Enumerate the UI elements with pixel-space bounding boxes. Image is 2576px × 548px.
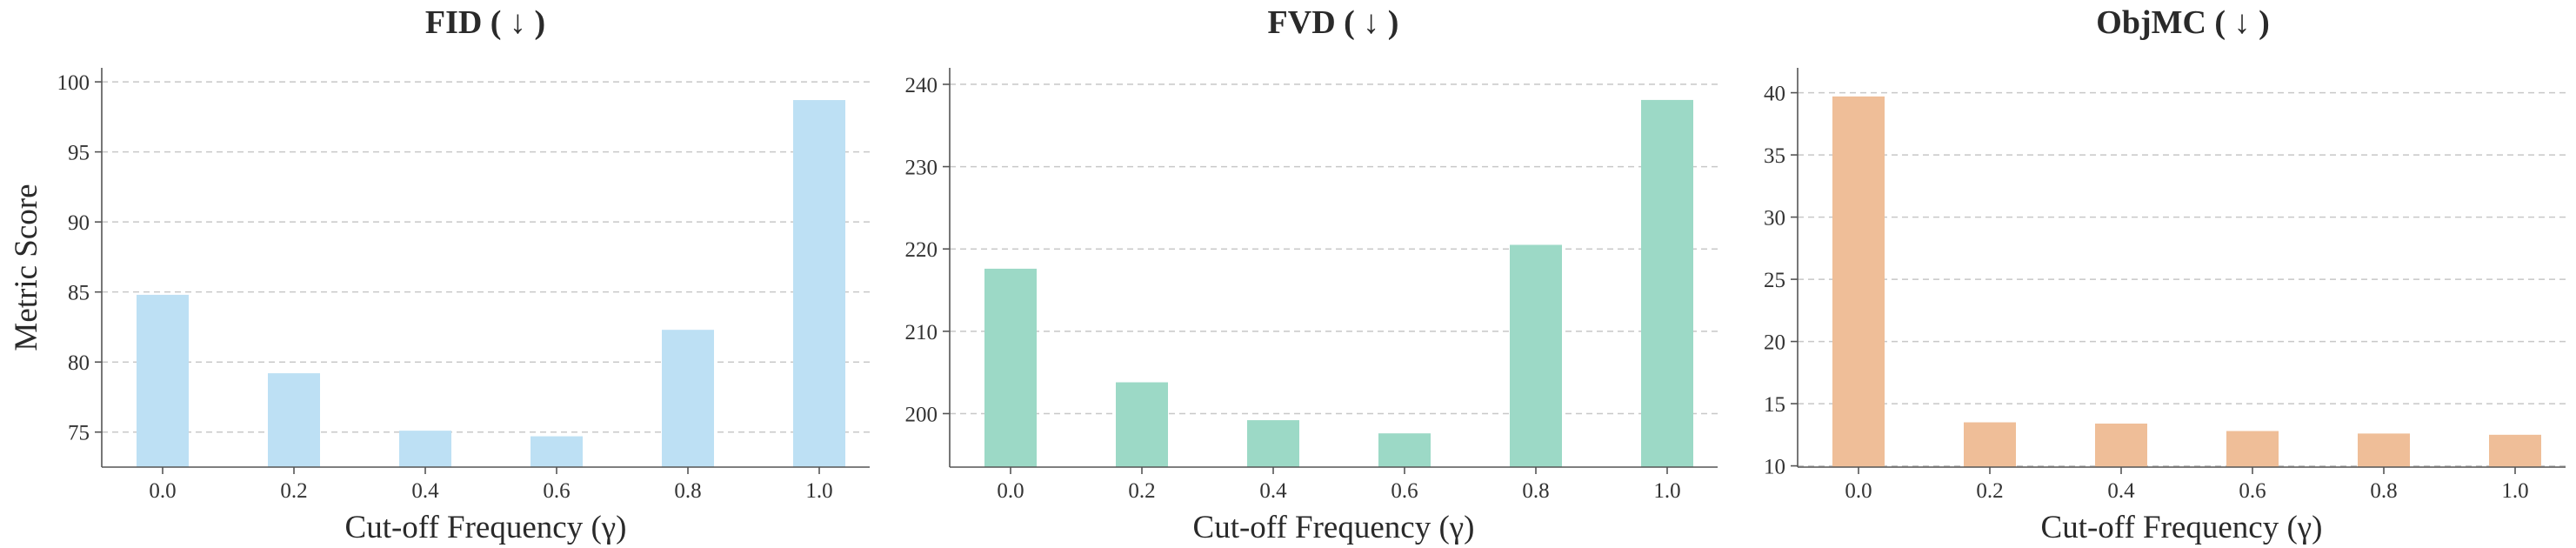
bar-1.0 (2489, 434, 2541, 467)
x-tick-label: 0.0 (1845, 479, 1872, 503)
y-tick-label: 240 (905, 74, 938, 97)
x-tick-label: 1.0 (2501, 479, 2528, 503)
chart-panel-3: 10 15 20 25 30 35 40 0.0 0.2 0.4 0.6 0.8 1.0 ObjMC ( … (1764, 4, 2566, 545)
y-tick-label: 40 (1764, 83, 1785, 106)
y-tick-label: 230 (905, 157, 938, 180)
x-tick-label: 0.4 (2107, 479, 2135, 503)
bar-0.4 (1247, 420, 1299, 467)
x-tick-label: 0.2 (1976, 479, 2003, 503)
y-tick-label: 100 (57, 71, 90, 95)
y-tick-label: 85 (68, 282, 90, 305)
y-tick-label: 210 (905, 321, 938, 344)
x-tick-label: 1.0 (1653, 479, 1680, 503)
chart-panel-1: 75 80 85 90 95 100 0.0 0.2 0.4 0.6 0.8 1.0 FID ( ↓ )… (9, 4, 870, 545)
bar-0.4 (399, 431, 451, 467)
y-tick-label: 95 (68, 142, 90, 165)
x-axis-label: Cut-off Frequency (γ) (1193, 510, 1475, 545)
chart-title: ObjMC ( ↓ ) (2096, 4, 2269, 41)
chart-title: FVD ( ↓ ) (1268, 4, 1399, 41)
x-tick-label: 0.8 (1522, 479, 1549, 503)
bar-0.0 (137, 294, 189, 467)
x-tick-label: 0.6 (1391, 479, 1418, 503)
x-tick-label: 0.6 (2239, 479, 2266, 503)
x-tick-label: 0.0 (149, 479, 176, 503)
bar-0.2 (268, 373, 320, 467)
y-tick-label: 25 (1764, 269, 1785, 292)
y-tick-label: 75 (68, 422, 90, 445)
x-tick-label: 1.0 (805, 479, 832, 503)
bar-0.6 (2226, 431, 2279, 467)
chart-panel-2: 200 210 220 230 240 0.0 0.2 0.4 0.6 0.8 1.0 FVD ( ↓… (905, 4, 1718, 545)
chart-title: FID ( ↓ ) (425, 4, 545, 41)
bar-0.2 (1964, 422, 2016, 467)
bar-0.2 (1116, 382, 1168, 467)
x-tick-label: 0.2 (280, 479, 307, 503)
y-tick-label: 35 (1764, 144, 1785, 168)
x-tick-label: 0.0 (997, 479, 1024, 503)
bar-1.0 (793, 100, 845, 467)
x-axis-label: Cut-off Frequency (γ) (2041, 510, 2323, 545)
y-tick-label: 30 (1764, 207, 1785, 231)
y-tick-label: 200 (905, 403, 938, 426)
x-tick-label: 0.4 (1259, 479, 1287, 503)
y-tick-label: 15 (1764, 393, 1785, 417)
bar-0.8 (662, 330, 714, 467)
y-axis-label: Metric Score (9, 184, 44, 351)
y-tick-label: 80 (68, 351, 90, 375)
bar-0.6 (1378, 433, 1431, 467)
x-tick-label: 0.8 (674, 479, 701, 503)
x-tick-label: 0.8 (2370, 479, 2397, 503)
bar-0.8 (2358, 433, 2410, 467)
y-tick-label: 20 (1764, 331, 1785, 355)
y-tick-label: 220 (905, 238, 938, 262)
x-tick-label: 0.4 (411, 479, 439, 503)
bar-0.0 (984, 268, 1037, 467)
bar-0.4 (2095, 423, 2147, 467)
x-tick-label: 0.6 (543, 479, 570, 503)
bar-0.0 (1832, 96, 1885, 467)
y-tick-label: 90 (68, 211, 90, 235)
x-axis-label: Cut-off Frequency (γ) (345, 510, 627, 545)
bar-0.6 (531, 436, 583, 467)
bar-1.0 (1641, 99, 1693, 468)
y-tick-label: 10 (1764, 456, 1785, 479)
bar-0.8 (1510, 244, 1562, 467)
x-tick-label: 0.2 (1128, 479, 1155, 503)
